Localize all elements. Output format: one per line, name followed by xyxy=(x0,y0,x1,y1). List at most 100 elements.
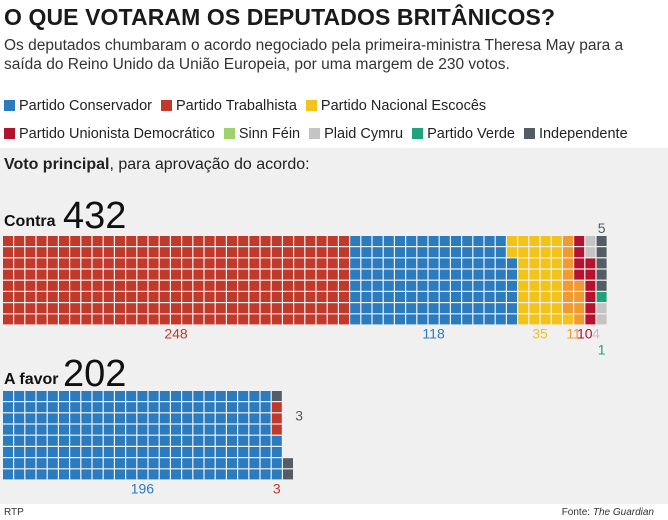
vote-cell xyxy=(92,391,103,401)
vote-cell xyxy=(215,269,226,280)
vote-cell xyxy=(518,269,529,280)
vote-cell xyxy=(417,292,428,302)
legend-label: Partido Conservador xyxy=(19,98,152,114)
vote-cell xyxy=(283,280,293,291)
vote-cell xyxy=(596,303,607,314)
vote-cell xyxy=(406,247,417,258)
vote-cell xyxy=(518,314,529,325)
vote-cell xyxy=(204,314,215,325)
vote-cell xyxy=(462,280,473,291)
vote-cell xyxy=(14,469,25,480)
vote-cell xyxy=(271,280,282,291)
vote-cell xyxy=(283,269,293,280)
vote-cell xyxy=(495,258,506,269)
vote-cell xyxy=(36,413,47,424)
vote-cell xyxy=(294,236,305,246)
vote-cell xyxy=(25,424,36,435)
segment-label: 1 xyxy=(598,342,606,358)
vote-cell xyxy=(451,314,461,325)
vote-cell xyxy=(283,292,293,302)
vote-cell xyxy=(137,247,148,258)
vote-cell xyxy=(81,269,92,280)
vote-cell xyxy=(92,458,103,469)
legend-label: Partido Nacional Escocês xyxy=(320,98,487,114)
vote-cell xyxy=(159,303,170,314)
vote-cell xyxy=(215,258,226,269)
vote-cell xyxy=(159,447,170,457)
vote-cell xyxy=(81,314,92,325)
vote-cell xyxy=(428,314,439,325)
vote-cell xyxy=(596,247,607,258)
vote-cell xyxy=(271,413,282,424)
segment-label: 3 xyxy=(273,481,281,497)
vote-cell xyxy=(529,292,540,302)
vote-cell xyxy=(215,236,226,246)
vote-cell xyxy=(417,303,428,314)
vote-cell xyxy=(81,391,92,401)
vote-cell xyxy=(115,236,125,246)
vote-cell xyxy=(574,269,585,280)
vote-cell xyxy=(260,292,271,302)
vote-cell xyxy=(339,292,349,302)
vote-cell xyxy=(92,236,103,246)
vote-cell xyxy=(227,413,237,424)
vote-cell xyxy=(215,447,226,457)
vote-cell xyxy=(159,435,170,446)
vote-cell xyxy=(137,447,148,457)
vote-cell xyxy=(182,314,193,325)
vote-cell xyxy=(115,402,125,413)
vote-cell xyxy=(439,247,450,258)
vote-cell xyxy=(294,280,305,291)
vote-cell xyxy=(70,303,81,314)
vote-cell xyxy=(126,447,137,457)
segment-label: 35 xyxy=(532,326,548,342)
vote-cell xyxy=(14,458,25,469)
vote-cell xyxy=(3,447,13,457)
vote-cell xyxy=(574,236,585,246)
vote-cell xyxy=(182,303,193,314)
vote-cell xyxy=(204,469,215,480)
vote-cell xyxy=(204,303,215,314)
vote-cell xyxy=(193,247,204,258)
vote-cell xyxy=(428,258,439,269)
vote-cell xyxy=(215,402,226,413)
vote-cell xyxy=(238,435,249,446)
vote-cell xyxy=(204,435,215,446)
vote-cell xyxy=(193,236,204,246)
vote-cell xyxy=(193,280,204,291)
vote-cell xyxy=(238,458,249,469)
vote-cell xyxy=(585,314,596,325)
vote-cell xyxy=(103,458,114,469)
vote-cell xyxy=(361,269,372,280)
segment-label: 10 xyxy=(577,326,593,342)
vote-cell xyxy=(3,402,13,413)
vote-cell xyxy=(193,258,204,269)
vote-cell xyxy=(59,447,69,457)
vote-cell xyxy=(238,391,249,401)
vote-cell xyxy=(182,469,193,480)
vote-cell xyxy=(3,424,13,435)
vote-cell xyxy=(25,391,36,401)
vote-cell xyxy=(171,413,181,424)
vote-cell xyxy=(227,280,237,291)
vote-cell xyxy=(70,447,81,457)
vote-cell xyxy=(14,280,25,291)
vote-cell xyxy=(36,458,47,469)
vote-cell xyxy=(81,236,92,246)
vote-cell xyxy=(59,435,69,446)
legend-label: Sinn Féin xyxy=(238,126,301,142)
vote-cell xyxy=(103,280,114,291)
vote-cell xyxy=(294,292,305,302)
vote-cell xyxy=(260,314,271,325)
vote-cell xyxy=(451,258,461,269)
vote-cell xyxy=(70,469,81,480)
vote-cell xyxy=(495,280,506,291)
vote-cell xyxy=(70,247,81,258)
vote-cell xyxy=(92,258,103,269)
vote-cell xyxy=(227,469,237,480)
vote-cell xyxy=(238,413,249,424)
vote-cell xyxy=(92,303,103,314)
legend-swatch xyxy=(523,128,535,139)
vote-cell xyxy=(137,469,148,480)
